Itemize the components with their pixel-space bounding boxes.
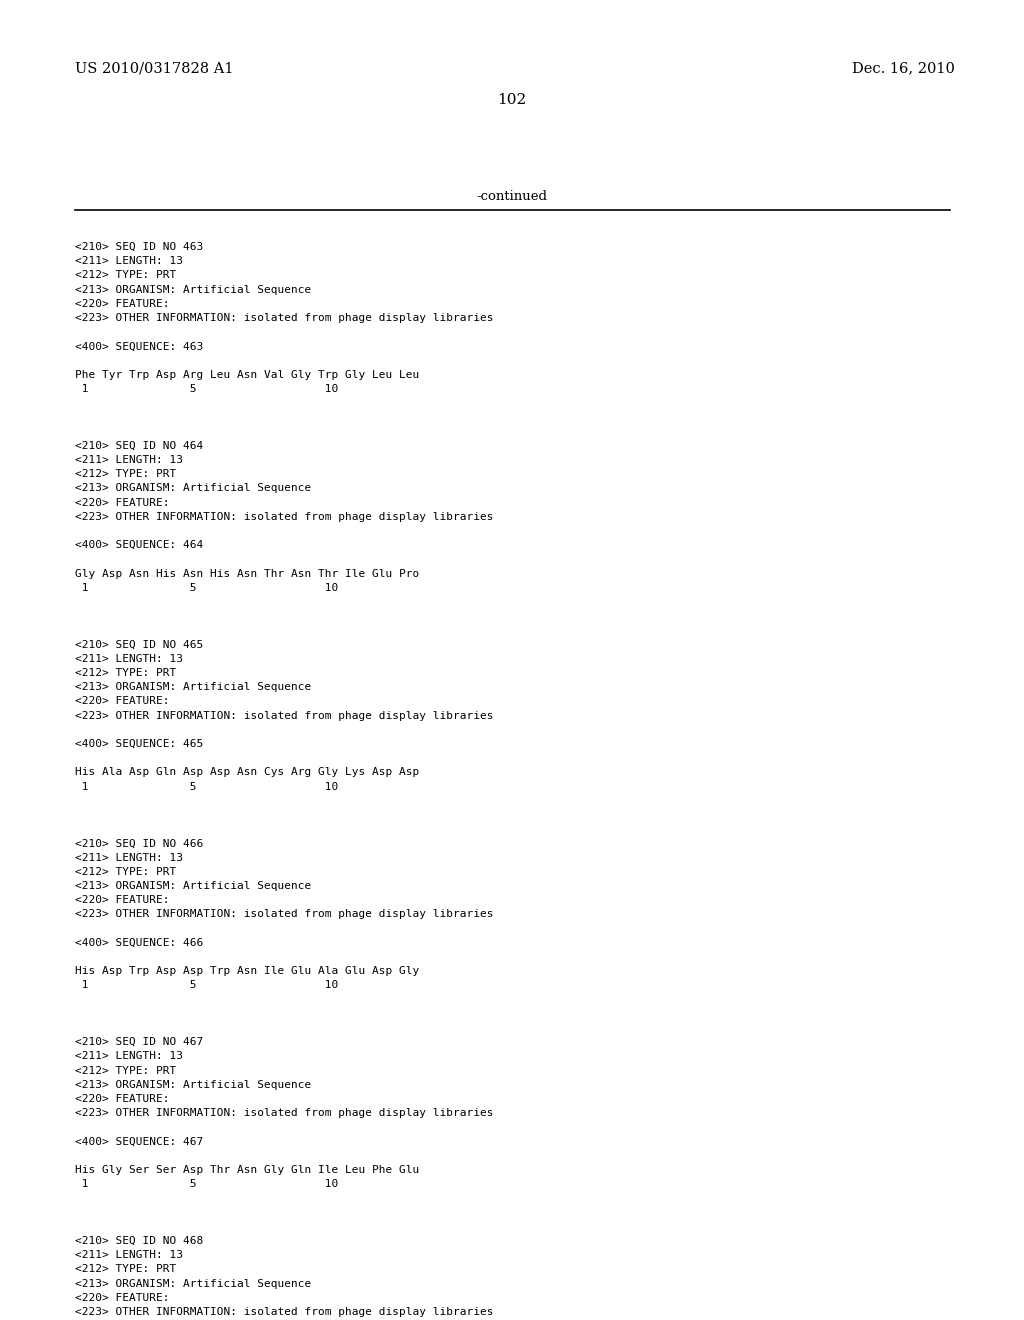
Text: <211> LENGTH: 13: <211> LENGTH: 13 — [75, 455, 183, 465]
Text: His Gly Ser Ser Asp Thr Asn Gly Gln Ile Leu Phe Glu: His Gly Ser Ser Asp Thr Asn Gly Gln Ile … — [75, 1166, 419, 1175]
Text: <211> LENGTH: 13: <211> LENGTH: 13 — [75, 653, 183, 664]
Text: <210> SEQ ID NO 465: <210> SEQ ID NO 465 — [75, 640, 203, 649]
Text: <212> TYPE: PRT: <212> TYPE: PRT — [75, 1065, 176, 1076]
Text: <223> OTHER INFORMATION: isolated from phage display libraries: <223> OTHER INFORMATION: isolated from p… — [75, 512, 494, 521]
Text: <213> ORGANISM: Artificial Sequence: <213> ORGANISM: Artificial Sequence — [75, 682, 311, 692]
Text: <400> SEQUENCE: 467: <400> SEQUENCE: 467 — [75, 1137, 203, 1147]
Text: <213> ORGANISM: Artificial Sequence: <213> ORGANISM: Artificial Sequence — [75, 483, 311, 494]
Text: 1               5                   10: 1 5 10 — [75, 981, 338, 990]
Text: US 2010/0317828 A1: US 2010/0317828 A1 — [75, 61, 233, 75]
Text: <220> FEATURE:: <220> FEATURE: — [75, 895, 170, 906]
Text: <211> LENGTH: 13: <211> LENGTH: 13 — [75, 256, 183, 267]
Text: Dec. 16, 2010: Dec. 16, 2010 — [852, 61, 955, 75]
Text: <210> SEQ ID NO 463: <210> SEQ ID NO 463 — [75, 242, 203, 252]
Text: <211> LENGTH: 13: <211> LENGTH: 13 — [75, 853, 183, 862]
Text: 1               5                   10: 1 5 10 — [75, 583, 338, 593]
Text: <400> SEQUENCE: 465: <400> SEQUENCE: 465 — [75, 739, 203, 748]
Text: <223> OTHER INFORMATION: isolated from phage display libraries: <223> OTHER INFORMATION: isolated from p… — [75, 1109, 494, 1118]
Text: <212> TYPE: PRT: <212> TYPE: PRT — [75, 867, 176, 876]
Text: 1               5                   10: 1 5 10 — [75, 781, 338, 792]
Text: <211> LENGTH: 13: <211> LENGTH: 13 — [75, 1052, 183, 1061]
Text: <223> OTHER INFORMATION: isolated from phage display libraries: <223> OTHER INFORMATION: isolated from p… — [75, 710, 494, 721]
Text: <213> ORGANISM: Artificial Sequence: <213> ORGANISM: Artificial Sequence — [75, 285, 311, 294]
Text: 102: 102 — [498, 92, 526, 107]
Text: <210> SEQ ID NO 466: <210> SEQ ID NO 466 — [75, 838, 203, 849]
Text: <213> ORGANISM: Artificial Sequence: <213> ORGANISM: Artificial Sequence — [75, 1279, 311, 1288]
Text: <400> SEQUENCE: 464: <400> SEQUENCE: 464 — [75, 540, 203, 550]
Text: <223> OTHER INFORMATION: isolated from phage display libraries: <223> OTHER INFORMATION: isolated from p… — [75, 313, 494, 323]
Text: <213> ORGANISM: Artificial Sequence: <213> ORGANISM: Artificial Sequence — [75, 1080, 311, 1090]
Text: His Ala Asp Gln Asp Asp Asn Cys Arg Gly Lys Asp Asp: His Ala Asp Gln Asp Asp Asn Cys Arg Gly … — [75, 767, 419, 777]
Text: <220> FEATURE:: <220> FEATURE: — [75, 697, 170, 706]
Text: <210> SEQ ID NO 468: <210> SEQ ID NO 468 — [75, 1236, 203, 1246]
Text: <220> FEATURE:: <220> FEATURE: — [75, 1292, 170, 1303]
Text: <220> FEATURE:: <220> FEATURE: — [75, 498, 170, 508]
Text: <210> SEQ ID NO 467: <210> SEQ ID NO 467 — [75, 1038, 203, 1047]
Text: 1               5                   10: 1 5 10 — [75, 1179, 338, 1189]
Text: His Asp Trp Asp Asp Trp Asn Ile Glu Ala Glu Asp Gly: His Asp Trp Asp Asp Trp Asn Ile Glu Ala … — [75, 966, 419, 977]
Text: 1               5                   10: 1 5 10 — [75, 384, 338, 393]
Text: <212> TYPE: PRT: <212> TYPE: PRT — [75, 1265, 176, 1274]
Text: <212> TYPE: PRT: <212> TYPE: PRT — [75, 668, 176, 678]
Text: <220> FEATURE:: <220> FEATURE: — [75, 298, 170, 309]
Text: <223> OTHER INFORMATION: isolated from phage display libraries: <223> OTHER INFORMATION: isolated from p… — [75, 1307, 494, 1317]
Text: <213> ORGANISM: Artificial Sequence: <213> ORGANISM: Artificial Sequence — [75, 880, 311, 891]
Text: <212> TYPE: PRT: <212> TYPE: PRT — [75, 469, 176, 479]
Text: <210> SEQ ID NO 464: <210> SEQ ID NO 464 — [75, 441, 203, 451]
Text: <223> OTHER INFORMATION: isolated from phage display libraries: <223> OTHER INFORMATION: isolated from p… — [75, 909, 494, 920]
Text: Gly Asp Asn His Asn His Asn Thr Asn Thr Ile Glu Pro: Gly Asp Asn His Asn His Asn Thr Asn Thr … — [75, 569, 419, 578]
Text: -continued: -continued — [476, 190, 548, 202]
Text: <211> LENGTH: 13: <211> LENGTH: 13 — [75, 1250, 183, 1261]
Text: <212> TYPE: PRT: <212> TYPE: PRT — [75, 271, 176, 280]
Text: <400> SEQUENCE: 463: <400> SEQUENCE: 463 — [75, 342, 203, 351]
Text: Phe Tyr Trp Asp Arg Leu Asn Val Gly Trp Gly Leu Leu: Phe Tyr Trp Asp Arg Leu Asn Val Gly Trp … — [75, 370, 419, 380]
Text: <220> FEATURE:: <220> FEATURE: — [75, 1094, 170, 1104]
Text: <400> SEQUENCE: 466: <400> SEQUENCE: 466 — [75, 937, 203, 948]
